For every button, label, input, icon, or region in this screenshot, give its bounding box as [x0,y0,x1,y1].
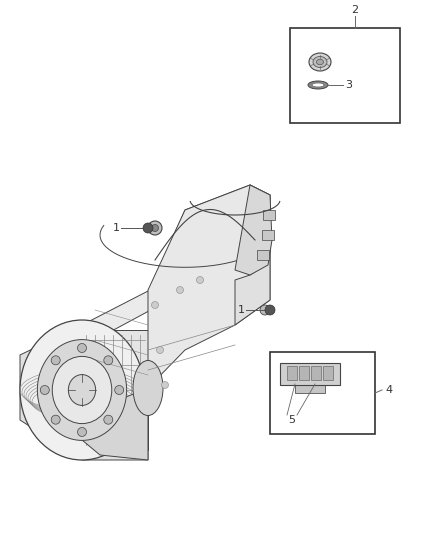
Bar [299,366,309,380]
Polygon shape [235,185,270,325]
Bar [262,230,274,240]
Circle shape [265,305,275,315]
Polygon shape [148,185,270,388]
Circle shape [78,427,86,437]
Ellipse shape [317,59,324,64]
Ellipse shape [20,320,144,460]
Text: 1: 1 [113,223,120,233]
Bar [311,366,321,380]
Bar [280,363,340,385]
Circle shape [152,224,159,231]
Circle shape [104,415,113,424]
Polygon shape [235,185,272,275]
Bar [290,28,400,123]
Polygon shape [82,388,148,460]
Circle shape [40,385,49,394]
Circle shape [152,302,159,309]
Bar [78,330,148,450]
Circle shape [197,277,204,284]
Text: 5: 5 [289,415,296,425]
Ellipse shape [312,83,324,87]
Circle shape [260,305,270,315]
Circle shape [51,415,60,424]
Polygon shape [20,325,148,460]
Circle shape [78,343,86,352]
Ellipse shape [68,375,95,406]
Circle shape [177,287,184,294]
Ellipse shape [52,357,112,424]
Bar [323,366,333,380]
Text: 3: 3 [345,80,352,90]
Text: 2: 2 [351,5,359,15]
Ellipse shape [37,340,127,440]
Circle shape [115,385,124,394]
Bar [287,366,297,380]
Text: 1: 1 [238,305,245,315]
Bar [295,385,325,393]
Bar [257,250,269,260]
Circle shape [51,356,60,365]
Circle shape [148,221,162,235]
Ellipse shape [313,56,327,68]
Circle shape [162,382,169,389]
Circle shape [156,346,163,353]
Ellipse shape [308,81,328,89]
Ellipse shape [133,360,163,416]
Bar [263,210,275,220]
Polygon shape [82,185,265,340]
Text: 4: 4 [385,385,392,395]
Circle shape [104,356,113,365]
Bar [270,352,375,434]
Ellipse shape [309,53,331,71]
Circle shape [143,223,153,233]
